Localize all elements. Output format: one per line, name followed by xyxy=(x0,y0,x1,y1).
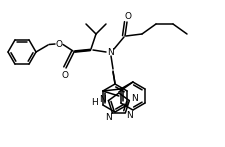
Text: N: N xyxy=(105,113,111,122)
Text: H: H xyxy=(91,98,97,107)
Text: O: O xyxy=(55,40,62,49)
Text: N: N xyxy=(99,95,105,104)
Text: N: N xyxy=(107,47,114,56)
Text: N: N xyxy=(125,111,132,120)
Text: O: O xyxy=(124,11,131,20)
Text: O: O xyxy=(61,71,68,80)
Text: N: N xyxy=(130,94,137,103)
